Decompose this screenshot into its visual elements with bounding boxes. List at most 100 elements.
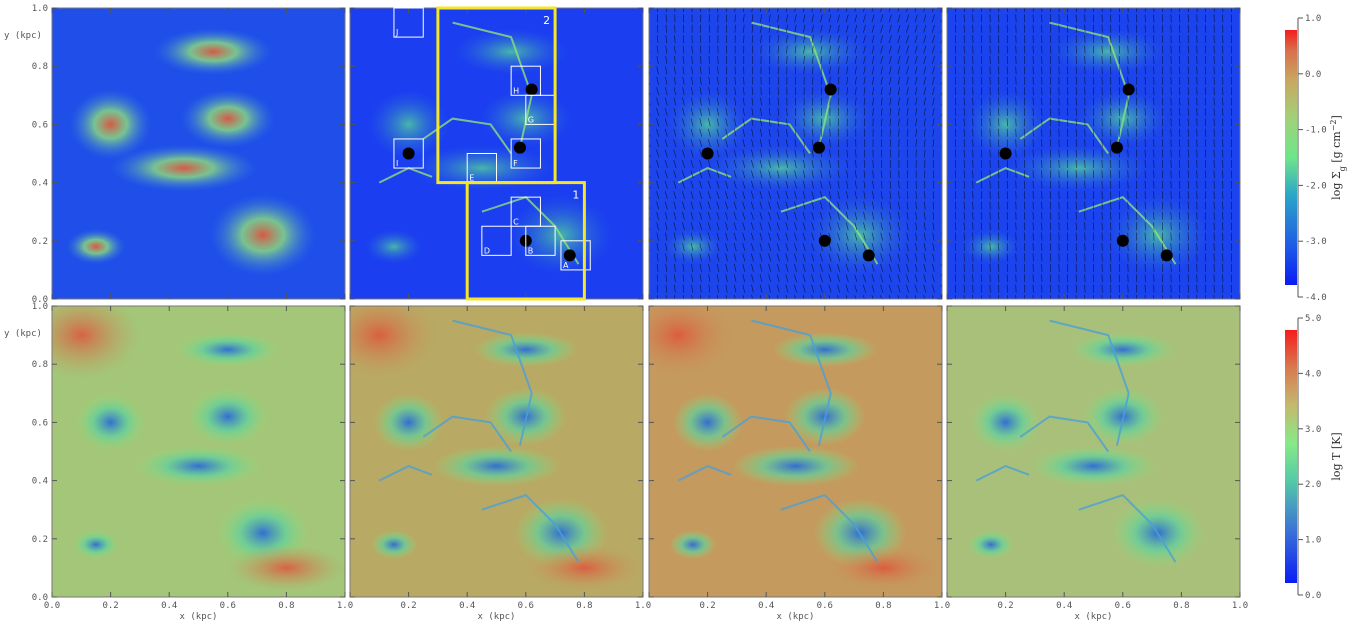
field-vector	[699, 128, 703, 137]
field-vector	[854, 24, 858, 33]
field-vector	[768, 211, 772, 220]
field-vector	[665, 55, 668, 64]
field-vector	[717, 76, 719, 85]
field-vector	[707, 149, 711, 158]
panel-frame	[51, 7, 346, 300]
field-vector	[733, 253, 737, 262]
field-vector	[699, 139, 703, 148]
field-vector	[768, 253, 772, 262]
field-vector	[897, 97, 900, 106]
field-vector	[785, 149, 788, 158]
field-vector	[742, 191, 746, 199]
field-vector	[880, 24, 884, 33]
field-vector	[845, 243, 849, 251]
filament	[677, 167, 732, 184]
field-vector	[785, 14, 788, 23]
field-vector	[674, 274, 676, 283]
field-vector	[742, 284, 745, 293]
field-vector	[802, 211, 806, 220]
field-vector	[768, 170, 771, 179]
field-vector	[759, 263, 763, 272]
field-vector	[855, 149, 857, 158]
field-vector	[708, 263, 711, 272]
field-vector	[768, 180, 772, 189]
field-vector	[716, 263, 720, 272]
subregion-box	[481, 225, 512, 256]
field-vector	[682, 284, 685, 293]
field-vector	[828, 284, 832, 293]
field-vector	[837, 243, 841, 251]
field-vector	[802, 253, 806, 262]
field-vector	[898, 118, 900, 127]
field-vector	[914, 45, 918, 54]
field-vector	[760, 97, 762, 106]
field-vector	[691, 55, 693, 64]
heatmap-panel-r1-c2	[349, 7, 644, 300]
field-vector	[845, 253, 849, 262]
structure-blob	[772, 332, 878, 368]
colorbar-1: 1.0 0.0 -1.0 -2.0 -3.0 -4.0 log Σg [g cm−2]	[1285, 14, 1347, 303]
field-vector	[751, 97, 754, 106]
field-vector	[923, 211, 926, 220]
field-vector	[742, 8, 745, 13]
colorbar-gradient	[1285, 30, 1297, 285]
field-vector	[759, 284, 763, 293]
field-vector	[760, 118, 762, 127]
field-vector	[924, 149, 926, 158]
field-vector	[786, 128, 788, 137]
field-vector	[881, 170, 883, 179]
field-vector	[699, 66, 702, 75]
field-vector	[690, 139, 694, 148]
field-vector	[777, 128, 780, 137]
field-vector	[682, 55, 685, 64]
field-vector	[846, 159, 848, 168]
field-vector	[751, 149, 754, 158]
field-vector	[656, 232, 659, 241]
field-vector	[768, 295, 770, 299]
field-vector	[682, 274, 685, 283]
field-vector	[743, 14, 745, 23]
field-vector	[915, 107, 918, 116]
field-vector	[845, 284, 849, 293]
field-vector	[802, 170, 806, 179]
field-vector	[699, 97, 702, 106]
field-vector	[923, 222, 926, 231]
field-vector	[923, 107, 926, 116]
filament	[975, 167, 1030, 184]
field-vector	[777, 35, 780, 44]
field-vector	[880, 14, 884, 23]
filament	[751, 319, 832, 446]
field-vector	[656, 97, 659, 106]
x-tick-label: 0.8	[875, 601, 891, 611]
field-vector	[880, 45, 883, 54]
y-axis-label: y (kpc)	[4, 31, 42, 41]
dense-clump	[1116, 234, 1129, 247]
field-vector	[716, 201, 720, 210]
field-vector	[932, 66, 935, 75]
field-vector	[649, 193, 651, 200]
colorbar-tick-label: 1.0	[1305, 14, 1321, 24]
field-vector	[725, 232, 728, 241]
field-vector	[708, 87, 711, 96]
dense-clump	[812, 141, 825, 154]
hot-region	[649, 306, 737, 379]
field-vector	[785, 139, 788, 148]
field-vector	[664, 149, 668, 158]
field-vector	[811, 170, 814, 179]
field-vector	[940, 100, 942, 106]
field-vector	[803, 24, 806, 33]
field-vector	[656, 45, 659, 54]
field-vector	[751, 243, 754, 251]
field-vector	[777, 107, 779, 116]
x-tick-label: 0.4	[459, 601, 475, 611]
field-vector	[699, 222, 703, 231]
region-box	[436, 6, 557, 185]
x-tick-label: 0.8	[278, 601, 294, 611]
field-vector	[914, 35, 918, 44]
structure-blob	[186, 387, 269, 446]
field-vector	[759, 253, 763, 262]
field-vector	[880, 274, 884, 283]
field-vector	[871, 45, 875, 54]
field-vector	[906, 8, 908, 12]
subregion-box	[510, 196, 541, 227]
